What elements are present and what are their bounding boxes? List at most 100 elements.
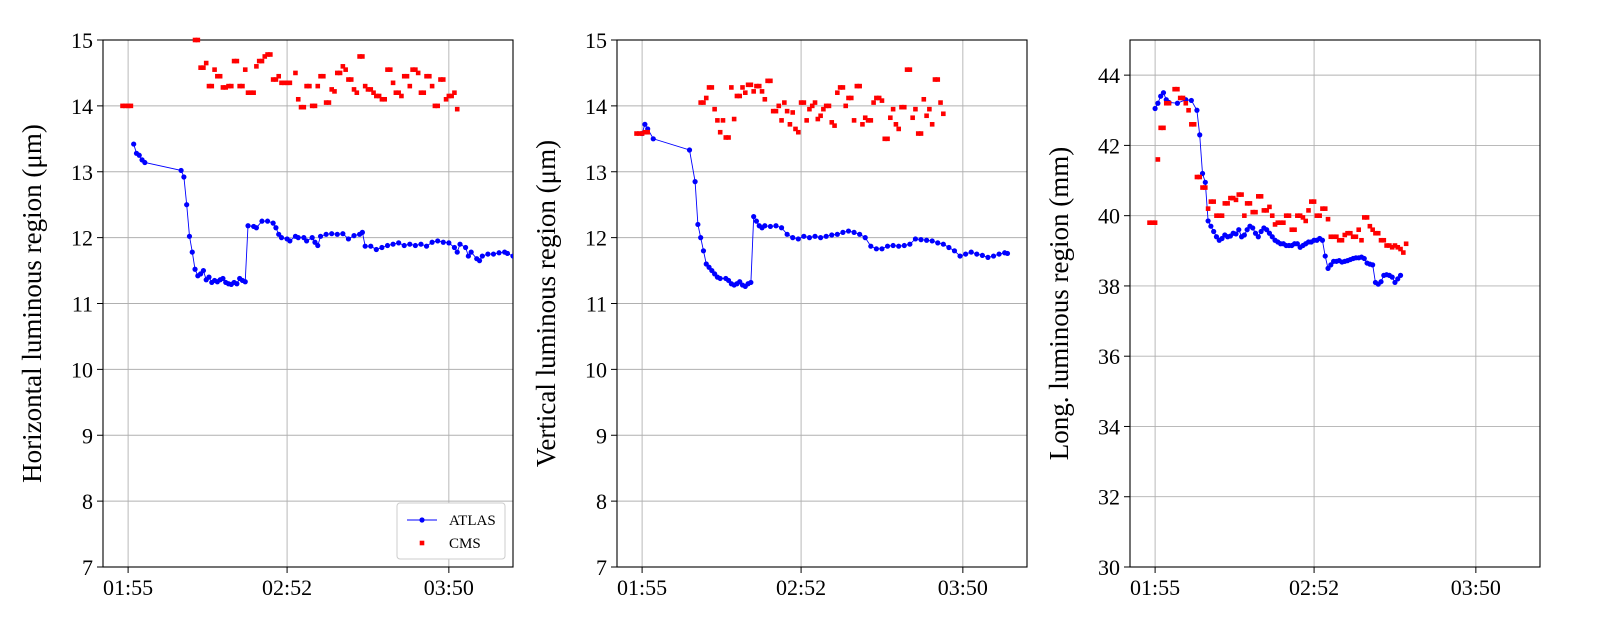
- point-atlas: [253, 225, 260, 231]
- point-cms: [307, 83, 312, 89]
- point-cms: [642, 129, 648, 135]
- point-cms: [1272, 222, 1278, 227]
- point-cms: [918, 131, 924, 136]
- point-atlas: [778, 225, 785, 231]
- legend-swatch-marker: [419, 540, 425, 546]
- point-cms: [1200, 185, 1205, 190]
- point-cms: [410, 67, 415, 72]
- point-cms: [1216, 213, 1222, 218]
- point-cms: [393, 90, 399, 95]
- point-atlas: [806, 235, 813, 241]
- point-cms: [276, 73, 282, 79]
- point-cms: [452, 90, 457, 95]
- point-cms: [1297, 213, 1303, 218]
- point-cms: [1163, 100, 1169, 106]
- point-cms: [698, 100, 703, 105]
- point-cms: [295, 96, 301, 102]
- point-cms: [865, 118, 871, 123]
- point-cms: [240, 83, 245, 89]
- point-cms: [715, 118, 720, 123]
- x-tick-label: 02:52: [1289, 575, 1339, 600]
- point-cms: [262, 54, 268, 59]
- point-atlas: [812, 233, 818, 239]
- point-atlas: [1004, 250, 1011, 257]
- chart-horizontal-luminous-region: 7 8 9 10 11 12 13 14 15 01:55 02:52 03:50 Horizontal…: [17, 28, 514, 600]
- point-atlas: [1264, 227, 1270, 233]
- y-tick-label: 14: [71, 94, 93, 119]
- y-tick-label: 44: [1098, 63, 1120, 88]
- point-cms: [731, 116, 737, 122]
- point-atlas: [829, 232, 835, 238]
- y-tick-label: 15: [585, 28, 607, 53]
- point-cms: [1158, 125, 1163, 131]
- point-atlas: [451, 244, 458, 251]
- point-cms: [301, 104, 307, 110]
- point-cms: [1403, 241, 1409, 247]
- point-atlas: [270, 220, 276, 226]
- y-tick-label: 12: [71, 226, 93, 251]
- point-cms: [242, 67, 248, 72]
- point-cms: [309, 103, 315, 109]
- point-atlas: [323, 231, 329, 237]
- point-atlas: [340, 231, 346, 237]
- point-cms: [751, 89, 756, 94]
- x-tick-label: 03:50: [424, 575, 474, 600]
- x-tick-label: 01:55: [103, 575, 153, 600]
- series-line-atlas: [133, 143, 513, 285]
- point-cms: [120, 103, 125, 109]
- point-cms: [429, 83, 435, 89]
- point-cms: [784, 108, 790, 114]
- point-cms: [1222, 201, 1228, 206]
- point-cms: [368, 87, 374, 92]
- point-cms: [896, 126, 902, 132]
- point-atlas: [996, 251, 1002, 257]
- point-atlas: [295, 235, 301, 241]
- point-cms: [268, 52, 273, 57]
- point-cms: [326, 100, 332, 105]
- point-atlas: [968, 249, 974, 255]
- point-atlas: [454, 249, 460, 255]
- point-cms: [321, 73, 326, 79]
- point-cms: [1359, 237, 1364, 243]
- point-cms: [712, 106, 717, 112]
- point-atlas: [1236, 227, 1242, 233]
- point-cms: [203, 60, 209, 66]
- point-cms: [1395, 244, 1401, 250]
- point-cms: [385, 67, 390, 72]
- point-atlas: [1294, 241, 1300, 247]
- point-cms: [762, 96, 768, 102]
- point-atlas: [334, 231, 340, 237]
- point-cms: [1300, 215, 1306, 220]
- point-atlas: [929, 238, 935, 244]
- y-tick-label: 7: [82, 555, 93, 580]
- point-cms: [826, 103, 832, 109]
- point-atlas: [479, 253, 485, 259]
- point-atlas: [1252, 230, 1259, 236]
- point-atlas: [700, 248, 707, 254]
- point-cms: [1356, 227, 1362, 233]
- point-cms: [904, 67, 910, 72]
- point-atlas: [234, 281, 240, 287]
- point-cms: [756, 83, 762, 89]
- point-atlas: [1233, 231, 1239, 237]
- point-atlas: [379, 244, 385, 251]
- point-cms: [1364, 215, 1370, 220]
- point-cms: [645, 129, 650, 135]
- point-cms: [1281, 220, 1286, 225]
- point-cms: [776, 103, 782, 109]
- y-tick-label: 14: [585, 94, 607, 119]
- point-atlas: [686, 147, 693, 153]
- y-tick-label: 36: [1098, 344, 1120, 369]
- point-cms: [1381, 237, 1387, 243]
- point-cms: [287, 80, 293, 86]
- data-layer: [120, 37, 513, 287]
- point-cms: [1183, 100, 1189, 106]
- point-cms: [720, 118, 726, 123]
- point-cms: [851, 118, 857, 123]
- point-cms: [1278, 220, 1283, 225]
- point-atlas: [845, 228, 852, 234]
- point-atlas: [136, 152, 142, 158]
- point-cms: [220, 85, 226, 90]
- point-cms: [729, 85, 734, 90]
- point-cms: [254, 64, 259, 69]
